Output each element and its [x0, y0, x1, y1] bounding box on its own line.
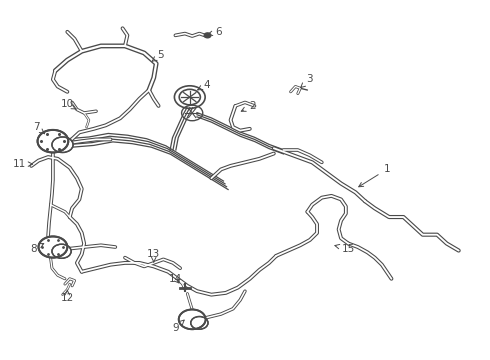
Circle shape [39, 131, 67, 152]
Text: 6: 6 [208, 27, 222, 37]
Circle shape [53, 245, 70, 258]
Text: 8: 8 [30, 243, 44, 254]
Text: 3: 3 [301, 75, 313, 87]
Circle shape [204, 33, 211, 38]
Text: 4: 4 [198, 80, 210, 90]
Text: 2: 2 [241, 101, 255, 111]
Text: 13: 13 [147, 249, 160, 262]
Text: 11: 11 [13, 159, 33, 169]
Text: 7: 7 [33, 122, 45, 134]
Circle shape [192, 317, 207, 329]
Circle shape [40, 237, 66, 257]
Text: 12: 12 [61, 290, 74, 303]
Text: 1: 1 [359, 165, 390, 187]
Text: 10: 10 [61, 99, 76, 109]
Text: 9: 9 [172, 320, 184, 333]
Text: 14: 14 [169, 274, 182, 284]
Text: 5: 5 [152, 50, 164, 61]
Circle shape [180, 310, 205, 329]
Text: 15: 15 [335, 244, 355, 254]
Circle shape [53, 138, 72, 152]
